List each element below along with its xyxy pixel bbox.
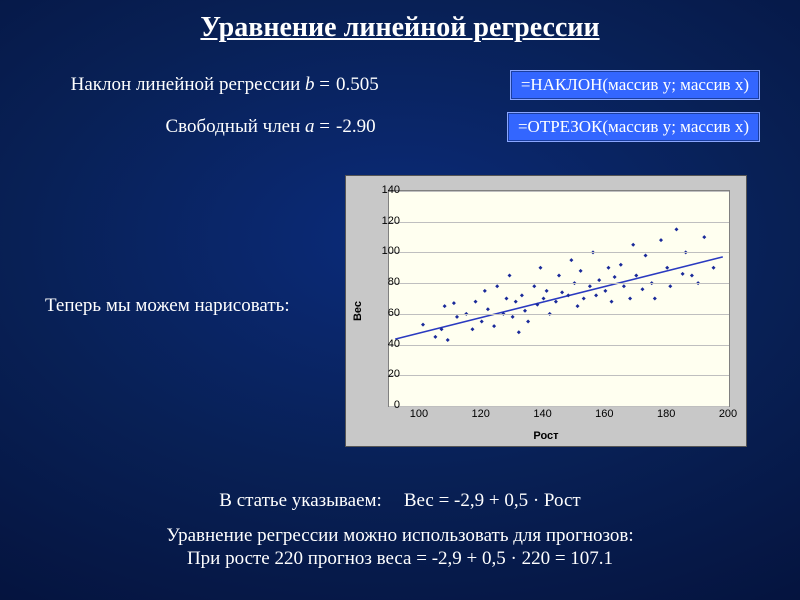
chart-ytick: 100 (370, 245, 400, 257)
prediction-line: При росте 220 прогноз веса = -2,9 + 0,5 … (0, 548, 800, 570)
chart-ytick: 120 (370, 215, 400, 227)
chart-ylabel: Вес (352, 301, 364, 321)
chart-ytick: 140 (370, 184, 400, 196)
intercept-label: Свободный член a = (50, 116, 330, 138)
scatter-chart: Вес Рост 0 20 40 60 80 100 120 140 100 120 140 160 1… (345, 175, 747, 447)
intercept-row: Свободный член a = -2.90 =ОТРЕЗОК(массив… (50, 112, 760, 142)
slope-value: 0.505 (336, 74, 396, 96)
chart-plot-area (388, 190, 730, 407)
intercept-formula: =ОТРЕЗОК(массив y; массив x) (507, 112, 760, 142)
chart-xtick: 180 (651, 408, 681, 420)
chart-xtick: 200 (713, 408, 743, 420)
chart-svg (389, 191, 729, 406)
chart-xtick: 140 (528, 408, 558, 420)
slide: Уравнение линейной регрессии Наклон лине… (0, 0, 800, 600)
chart-xtick: 160 (589, 408, 619, 420)
chart-ytick: 0 (370, 399, 400, 411)
slope-formula: =НАКЛОН(массив y; массив x) (510, 70, 760, 100)
chart-ytick: 20 (370, 368, 400, 380)
usage-line: Уравнение регрессии можно использовать д… (0, 525, 800, 547)
intercept-value: -2.90 (336, 116, 396, 138)
article-line: В статье указываем:Вес = -2,9 + 0,5 · Ро… (0, 490, 800, 512)
chart-ytick: 40 (370, 338, 400, 350)
page-title: Уравнение линейной регрессии (0, 12, 800, 44)
chart-ytick: 80 (370, 276, 400, 288)
chart-xtick: 100 (404, 408, 434, 420)
chart-xlabel: Рост (346, 430, 746, 442)
chart-xtick: 120 (466, 408, 496, 420)
chart-ytick: 60 (370, 307, 400, 319)
slope-row: Наклон линейной регрессии b = 0.505 =НАК… (50, 70, 760, 100)
slope-label: Наклон линейной регрессии b = (50, 74, 330, 96)
draw-label: Теперь мы можем нарисовать: (45, 295, 290, 317)
